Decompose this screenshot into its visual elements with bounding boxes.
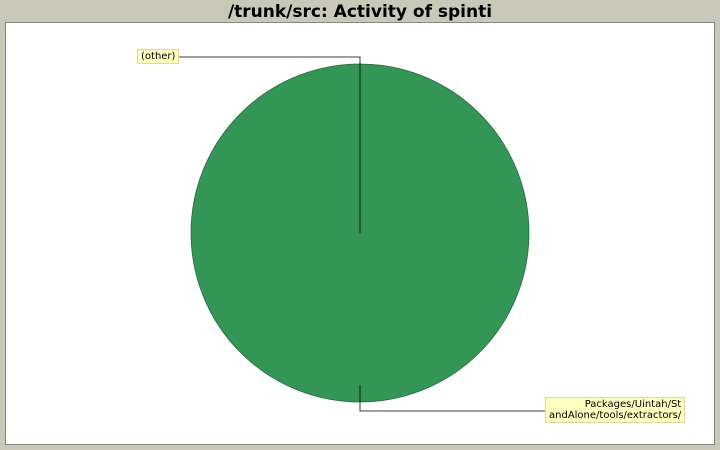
slice-label-other: (other) — [137, 49, 180, 64]
leader-line-other — [173, 56, 361, 233]
leader-line-extractors — [359, 385, 545, 412]
chart-title: /trunk/src: Activity of spinti — [227, 2, 493, 22]
slice-label-line-1: Packages/Uintah/St — [584, 399, 682, 410]
slice-label-extractors: Packages/Uintah/St andAlone/tools/extrac… — [545, 397, 686, 423]
slice-label-line-2: andAlone/tools/extractors/ — [549, 410, 682, 421]
